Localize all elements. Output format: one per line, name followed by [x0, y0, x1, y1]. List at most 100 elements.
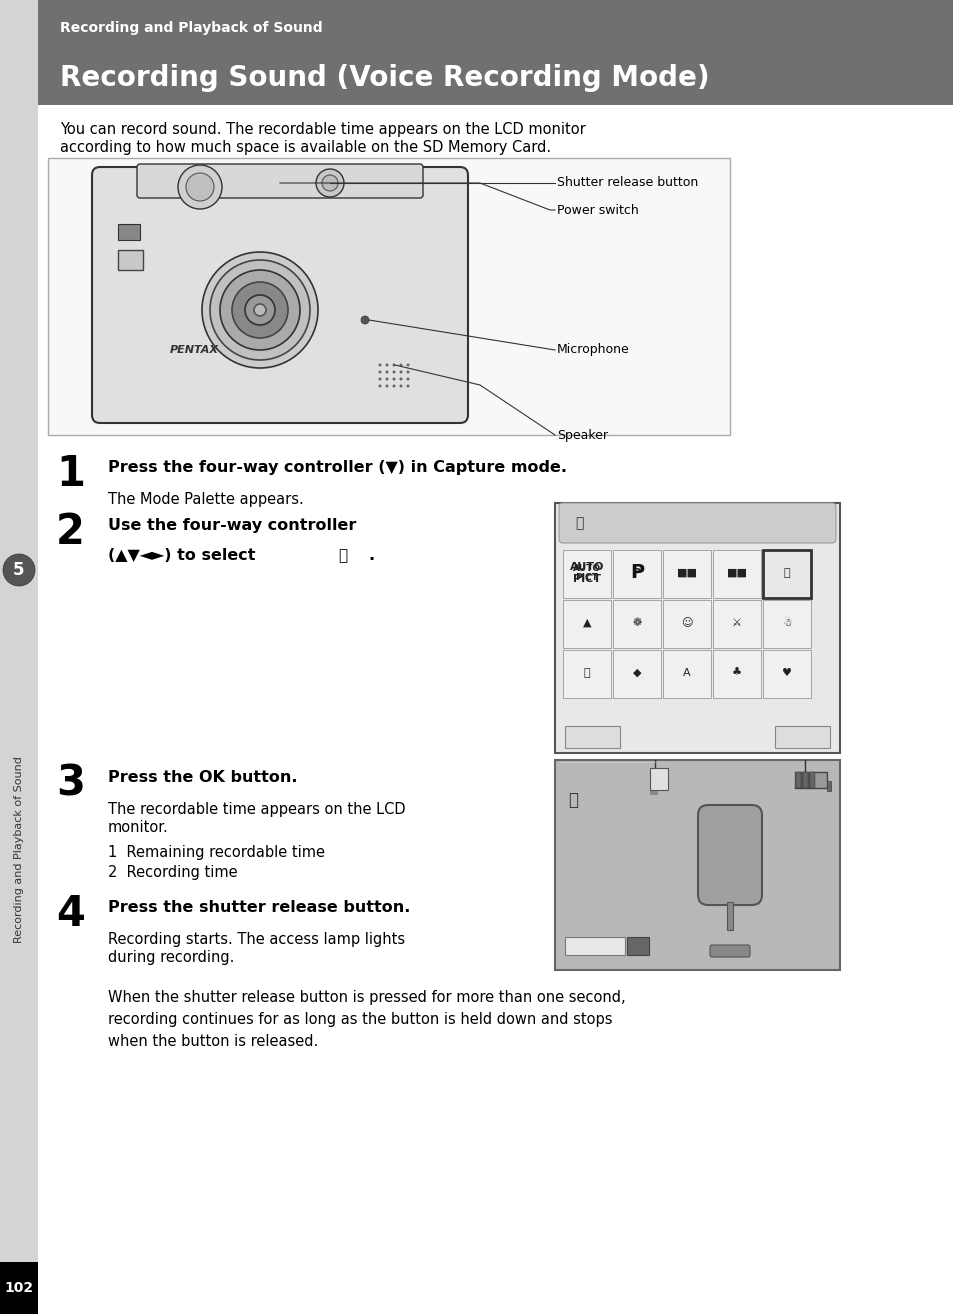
Circle shape [385, 377, 388, 381]
Circle shape [378, 371, 381, 373]
Bar [662, 600, 710, 648]
Bar [555, 503, 840, 753]
Text: according to how much space is available on the SD Memory Card.: according to how much space is available… [60, 141, 551, 155]
Text: 3: 3 [56, 763, 85, 805]
Bar [48, 158, 729, 435]
Text: Power switch: Power switch [557, 204, 639, 217]
Circle shape [253, 304, 266, 315]
Text: ⚔: ⚔ [731, 618, 741, 628]
Bar [564, 727, 619, 748]
Text: ☺: ☺ [680, 618, 692, 628]
Circle shape [245, 296, 274, 325]
Bar [662, 551, 710, 598]
Circle shape [385, 371, 388, 373]
Circle shape [186, 173, 213, 201]
Text: You can record sound. The recordable time appears on the LCD monitor: You can record sound. The recordable tim… [60, 122, 585, 137]
Text: AUTO
PICT: AUTO PICT [573, 564, 600, 582]
Circle shape [385, 385, 388, 388]
Text: ▲: ▲ [582, 618, 591, 628]
Circle shape [399, 364, 402, 367]
Bar [774, 727, 829, 748]
Bar [712, 551, 760, 598]
Circle shape [378, 385, 381, 388]
Circle shape [406, 364, 409, 367]
Bar [613, 551, 660, 598]
Bar [562, 551, 610, 598]
Bar [795, 773, 801, 788]
Text: ✨: ✨ [583, 668, 590, 678]
Text: AUTO
PICT: AUTO PICT [569, 562, 603, 583]
Text: Press the four-way controller (▼) in Capture mode.: Press the four-way controller (▼) in Cap… [108, 460, 566, 474]
Text: Recording and Playback of Sound: Recording and Playback of Sound [14, 757, 24, 943]
Text: ■■: ■■ [726, 568, 747, 578]
Text: 5: 5 [13, 561, 25, 579]
Text: 2  Recording time: 2 Recording time [108, 865, 237, 880]
Text: 4: 4 [56, 894, 85, 936]
Text: .: . [368, 548, 374, 562]
Text: PENTAX: PENTAX [170, 346, 219, 355]
Text: ♣: ♣ [731, 668, 741, 678]
Text: recording continues for as long as the button is held down and stops: recording continues for as long as the b… [108, 1012, 612, 1028]
Circle shape [392, 364, 395, 367]
Text: Microphone: Microphone [557, 343, 629, 356]
Bar [762, 600, 810, 648]
Bar [118, 223, 140, 240]
Text: The recordable time appears on the LCD: The recordable time appears on the LCD [108, 802, 405, 817]
Text: Speaker: Speaker [557, 428, 607, 442]
Text: Press the shutter release button.: Press the shutter release button. [108, 900, 410, 915]
Text: 🎤: 🎤 [337, 548, 347, 562]
Text: 🎤: 🎤 [782, 568, 789, 578]
Circle shape [406, 371, 409, 373]
Circle shape [232, 283, 288, 338]
Text: 102: 102 [5, 1281, 33, 1296]
Circle shape [210, 260, 310, 360]
Text: 1: 1 [56, 453, 85, 495]
Circle shape [399, 377, 402, 381]
Text: Recording Sound (Voice Recording Mode): Recording Sound (Voice Recording Mode) [60, 64, 709, 92]
Text: ☃: ☃ [781, 618, 791, 628]
Bar [118, 250, 143, 269]
Circle shape [399, 385, 402, 388]
Text: Use the four-way controller: Use the four-way controller [108, 518, 356, 533]
Bar [794, 773, 826, 788]
Bar [726, 901, 732, 930]
Circle shape [360, 315, 369, 325]
Text: ♥: ♥ [781, 668, 791, 678]
Text: Shutter release button: Shutter release button [557, 176, 698, 189]
Circle shape [385, 364, 388, 367]
Circle shape [3, 555, 35, 586]
Bar [555, 759, 840, 970]
Bar [0, 0, 38, 1314]
FancyBboxPatch shape [558, 503, 835, 543]
Text: ❁: ❁ [632, 618, 641, 628]
Text: (▲▼◄►) to select: (▲▼◄►) to select [108, 548, 255, 562]
FancyBboxPatch shape [709, 945, 749, 957]
Bar [649, 767, 667, 790]
Text: 2: 2 [56, 511, 85, 553]
Circle shape [178, 166, 222, 209]
Bar [802, 773, 807, 788]
Circle shape [406, 385, 409, 388]
Circle shape [315, 170, 344, 197]
Bar [613, 650, 660, 698]
Bar [562, 600, 610, 648]
Bar [649, 791, 658, 795]
Bar [562, 650, 610, 698]
Text: A: A [682, 668, 690, 678]
Text: 1  Remaining recordable time: 1 Remaining recordable time [108, 845, 325, 859]
Text: monitor.: monitor. [108, 820, 169, 834]
Bar [662, 650, 710, 698]
Circle shape [406, 377, 409, 381]
Circle shape [202, 252, 317, 368]
Circle shape [322, 175, 337, 191]
Circle shape [392, 385, 395, 388]
Bar [826, 781, 830, 791]
Bar [794, 773, 814, 788]
Bar [712, 650, 760, 698]
FancyBboxPatch shape [137, 164, 422, 198]
Text: Recording and Playback of Sound: Recording and Playback of Sound [60, 21, 322, 35]
Text: Press the OK button.: Press the OK button. [108, 770, 297, 784]
Circle shape [392, 377, 395, 381]
Bar [626, 937, 648, 955]
Bar [0, 1261, 38, 1314]
